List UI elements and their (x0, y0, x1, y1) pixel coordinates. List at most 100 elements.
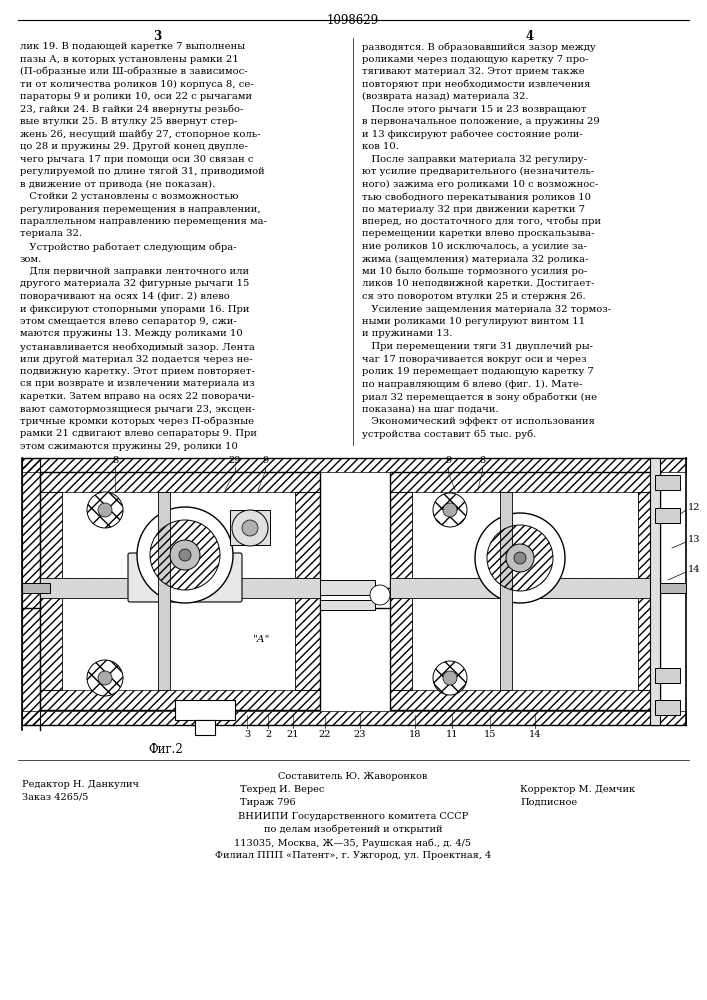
Text: тягивают материал 32. Этот прием также: тягивают материал 32. Этот прием также (362, 67, 585, 76)
Text: 3: 3 (244, 730, 250, 739)
Text: показана) на шаг подачи.: показана) на шаг подачи. (362, 404, 498, 414)
Text: ми 10 было больше тормозного усилия ро-: ми 10 было больше тормозного усилия ро- (362, 267, 588, 276)
Text: каретки. Затем вправо на осях 22 поворачи-: каретки. Затем вправо на осях 22 поворач… (20, 392, 255, 401)
Bar (650, 458, 660, 725)
Bar (22, 711, 686, 725)
Text: 23: 23 (354, 730, 366, 739)
FancyBboxPatch shape (128, 553, 242, 602)
Text: 14: 14 (529, 730, 542, 739)
Text: вые втулки 25. В втулку 25 ввернут стер-: вые втулки 25. В втулку 25 ввернут стер- (20, 117, 238, 126)
Text: 4: 4 (526, 30, 534, 43)
Text: поворачивают на осях 14 (фиг. 2) влево: поворачивают на осях 14 (фиг. 2) влево (20, 292, 230, 301)
Circle shape (514, 552, 526, 564)
Text: Усиление защемления материала 32 тормоз-: Усиление защемления материала 32 тормоз- (362, 304, 611, 314)
Text: тью свободного перекатывания роликов 10: тью свободного перекатывания роликов 10 (362, 192, 591, 202)
Text: Подписное: Подписное (520, 798, 577, 807)
Text: После этого рычаги 15 и 23 возвращают: После этого рычаги 15 и 23 возвращают (362, 104, 587, 113)
Text: ти от количества роликов 10) корпуса 8, се-: ти от количества роликов 10) корпуса 8, … (20, 80, 254, 89)
Text: пазы А, в которых установлены рамки 21: пазы А, в которых установлены рамки 21 (20, 54, 239, 64)
Text: Фиг.2: Фиг.2 (148, 743, 182, 756)
Circle shape (433, 661, 467, 695)
Circle shape (170, 540, 200, 570)
Text: повторяют при необходимости извлечения: повторяют при необходимости извлечения (362, 80, 590, 89)
Text: разводятся. В образовавшийся зазор между: разводятся. В образовавшийся зазор между (362, 42, 596, 51)
Text: и 13 фиксируют рабочее состояние роли-: и 13 фиксируют рабочее состояние роли- (362, 129, 583, 139)
Text: 15: 15 (484, 730, 496, 739)
Text: параллельном направлению перемещения ма-: параллельном направлению перемещения ма- (20, 217, 267, 226)
Text: регулирования перемещения в направлении,: регулирования перемещения в направлении, (20, 205, 261, 214)
Text: вперед, но достаточного для того, чтобы при: вперед, но достаточного для того, чтобы … (362, 217, 601, 227)
Bar (40, 690, 320, 710)
Bar (40, 472, 320, 710)
Text: 2: 2 (265, 730, 271, 739)
Text: ся это поворотом втулки 25 и стержня 26.: ся это поворотом втулки 25 и стержня 26. (362, 292, 585, 301)
Text: 18: 18 (409, 730, 421, 739)
Text: по материалу 32 при движении каретки 7: по материалу 32 при движении каретки 7 (362, 205, 585, 214)
Text: Редактор Н. Данкулич: Редактор Н. Данкулич (22, 780, 139, 789)
Text: роликами через подающую каретку 7 про-: роликами через подающую каретку 7 про- (362, 54, 588, 64)
Text: 22: 22 (319, 730, 332, 739)
Bar (320, 580, 375, 595)
Text: жень 26, несущий шайбу 27, стопорное коль-: жень 26, несущий шайбу 27, стопорное кол… (20, 129, 260, 139)
Bar (22, 583, 50, 593)
Bar (500, 492, 512, 690)
Text: ролик 19 перемещает подающую каретку 7: ролик 19 перемещает подающую каретку 7 (362, 367, 594, 376)
Text: Экономический эффект от использования: Экономический эффект от использования (362, 417, 595, 426)
Text: подвижную каретку. Этот прием повторяет-: подвижную каретку. Этот прием повторяет- (20, 367, 255, 376)
Circle shape (443, 671, 457, 685)
Bar (40, 492, 62, 690)
Circle shape (137, 507, 233, 603)
Text: (П-образные или Ш-образные в зависимос-: (П-образные или Ш-образные в зависимос- (20, 67, 247, 77)
Bar (230, 510, 270, 545)
Bar (390, 690, 660, 710)
Text: 29: 29 (229, 456, 241, 465)
Text: и пружинами 13.: и пружинами 13. (362, 330, 452, 338)
Text: устанавливается необходимый зазор. Лента: устанавливается необходимый зазор. Лента (20, 342, 255, 352)
Circle shape (475, 513, 565, 603)
Text: цо 28 и пружины 29. Другой конец двупле-: цо 28 и пружины 29. Другой конец двупле- (20, 142, 248, 151)
Text: Для первичной заправки ленточного или: Для первичной заправки ленточного или (20, 267, 249, 276)
Bar (40, 472, 320, 492)
Text: в движение от привода (не показан).: в движение от привода (не показан). (20, 180, 215, 189)
Bar (22, 458, 40, 725)
Bar (390, 578, 660, 598)
Text: Техред И. Верес: Техред И. Верес (240, 785, 325, 794)
Bar (195, 720, 215, 735)
Text: Заказ 4265/5: Заказ 4265/5 (22, 793, 88, 802)
Circle shape (87, 660, 123, 696)
Bar (655, 475, 680, 490)
Circle shape (506, 544, 534, 572)
Text: 11: 11 (445, 730, 458, 739)
Bar (40, 578, 320, 598)
Text: вают самотормозящиеся рычаги 23, эксцен-: вают самотормозящиеся рычаги 23, эксцен- (20, 404, 255, 414)
Text: ликов 10 неподвижной каретки. Достигает-: ликов 10 неподвижной каретки. Достигает- (362, 279, 595, 288)
Bar (390, 492, 412, 690)
Text: 8: 8 (479, 456, 485, 465)
Text: 9: 9 (262, 456, 268, 465)
Text: тричные кромки которых через П-образные: тричные кромки которых через П-образные (20, 417, 254, 426)
Text: чаг 17 поворачивается вокруг оси и через: чаг 17 поворачивается вокруг оси и через (362, 355, 587, 363)
Text: маются пружины 13. Между роликами 10: маются пружины 13. Между роликами 10 (20, 330, 243, 338)
Text: регулируемой по длине тягой 31, приводимой: регулируемой по длине тягой 31, приводим… (20, 167, 264, 176)
Text: При перемещении тяги 31 двуплечий ры-: При перемещении тяги 31 двуплечий ры- (362, 342, 593, 351)
Text: Стойки 2 установлены с возможностью: Стойки 2 установлены с возможностью (20, 192, 238, 201)
Text: рамки 21 сдвигают влево сепараторы 9. При: рамки 21 сдвигают влево сепараторы 9. Пр… (20, 430, 257, 438)
Text: 3: 3 (153, 30, 161, 43)
Text: этом сжимаются пружины 29, ролики 10: этом сжимаются пружины 29, ролики 10 (20, 442, 238, 451)
Text: лик 19. В подающей каретке 7 выполнены: лик 19. В подающей каретке 7 выполнены (20, 42, 245, 51)
Text: После заправки материала 32 регулиру-: После заправки материала 32 регулиру- (362, 154, 587, 163)
Text: риал 32 перемещается в зону обработки (не: риал 32 перемещается в зону обработки (н… (362, 392, 597, 401)
Bar (390, 472, 660, 710)
Circle shape (370, 585, 390, 605)
Bar (175, 700, 235, 720)
Text: 113035, Москва, Ж—35, Раушская наб., д. 4/5: 113035, Москва, Ж—35, Раушская наб., д. … (235, 838, 472, 848)
Text: (возврата назад) материала 32.: (возврата назад) материала 32. (362, 92, 529, 101)
Text: ВНИИПИ Государственного комитета СССР: ВНИИПИ Государственного комитета СССР (238, 812, 468, 821)
Text: параторы 9 и ролики 10, оси 22 с рычагами: параторы 9 и ролики 10, оси 22 с рычагам… (20, 92, 252, 101)
Bar (22, 458, 686, 472)
Text: ние роликов 10 исключалось, а усилие за-: ние роликов 10 исключалось, а усилие за- (362, 242, 587, 251)
Text: перемещении каретки влево проскальзыва-: перемещении каретки влево проскальзыва- (362, 230, 595, 238)
Text: по делам изобретений и открытий: по делам изобретений и открытий (264, 825, 443, 834)
Text: Составитель Ю. Жаворонков: Составитель Ю. Жаворонков (279, 772, 428, 781)
Text: или другой материал 32 подается через не-: или другой материал 32 подается через не… (20, 355, 252, 363)
